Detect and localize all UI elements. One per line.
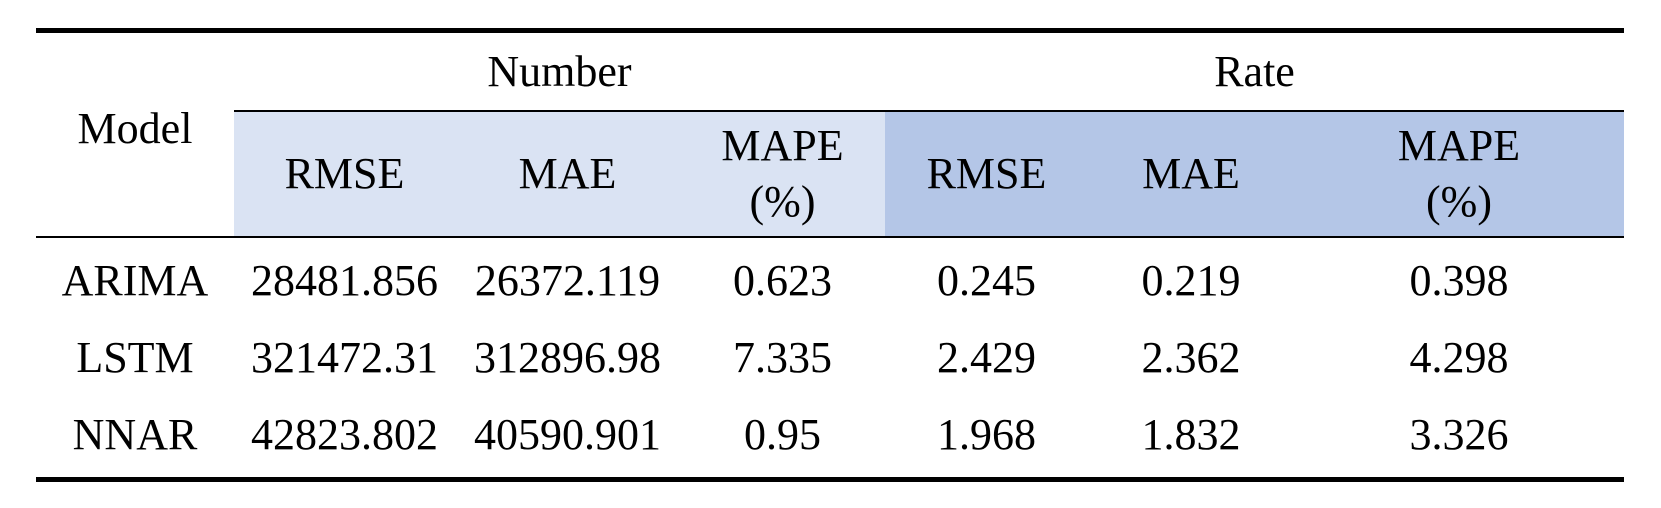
- model-name-cell: LSTM: [76, 333, 194, 382]
- number-mape-cell: 7.335: [733, 333, 832, 382]
- table-row: NNAR 42823.802 40590.901 0.95 1.968 1.83…: [36, 396, 1625, 480]
- rate-rmse-cell: 1.968: [937, 410, 1036, 459]
- number-group-header: Number: [234, 30, 885, 112]
- rate-mape-cell: 3.326: [1409, 410, 1509, 459]
- rate-rmse-header: RMSE: [885, 111, 1088, 238]
- number-rmse-cell: 321472.31: [251, 333, 438, 382]
- metric-unit: (%): [749, 177, 816, 226]
- model-column-header: Model: [36, 30, 234, 238]
- model-name-cell: NNAR: [72, 410, 198, 459]
- number-mape-header: MAPE (%): [680, 111, 885, 238]
- metric-label: MAE: [1142, 149, 1240, 198]
- number-mape-cell: 0.623: [733, 256, 832, 305]
- rate-mae-cell: 2.362: [1141, 333, 1241, 382]
- metric-label: MAPE: [721, 121, 844, 170]
- metric-unit: (%): [1426, 177, 1492, 226]
- number-rmse-cell: 28481.856: [251, 256, 438, 305]
- model-comparison-table: Model Number Rate RMSE MAE MAPE (%) RMSE…: [36, 28, 1625, 482]
- rate-mae-cell: 0.219: [1141, 256, 1241, 305]
- results-table-container: Model Number Rate RMSE MAE MAPE (%) RMSE…: [36, 28, 1625, 482]
- metric-label: RMSE: [926, 149, 1047, 198]
- rate-rmse-cell: 0.245: [937, 256, 1036, 305]
- table-row: LSTM 321472.31 312896.98 7.335 2.429 2.3…: [36, 319, 1624, 396]
- table-row: ARIMA 28481.856 26372.119 0.623 0.245 0.…: [36, 237, 1624, 319]
- metric-header-row: RMSE MAE MAPE (%) RMSE MAE MAPE (%): [36, 111, 1625, 238]
- number-mape-cell: 0.95: [744, 410, 821, 459]
- number-rmse-cell: 42823.802: [251, 410, 438, 459]
- model-name-cell: ARIMA: [61, 256, 209, 305]
- metric-label: RMSE: [284, 149, 405, 198]
- number-mae-cell: 312896.98: [474, 333, 661, 382]
- rate-group-header: Rate: [885, 30, 1625, 112]
- metric-label: MAE: [518, 149, 617, 198]
- metric-label: MAPE: [1397, 121, 1521, 170]
- rate-mape-cell: 4.298: [1409, 333, 1509, 382]
- rate-mape-header: MAPE (%): [1294, 111, 1625, 238]
- rate-mape-cell: 0.398: [1409, 256, 1509, 305]
- rate-rmse-cell: 2.429: [937, 333, 1036, 382]
- number-mae-cell: 40590.901: [474, 410, 661, 459]
- group-header-row: Model Number Rate: [36, 30, 1625, 238]
- rate-mae-header: MAE: [1088, 111, 1294, 238]
- rate-mae-cell: 1.832: [1141, 410, 1241, 459]
- number-mae-header: MAE: [455, 111, 680, 238]
- number-rmse-header: RMSE: [234, 111, 455, 238]
- number-mae-cell: 26372.119: [474, 256, 661, 305]
